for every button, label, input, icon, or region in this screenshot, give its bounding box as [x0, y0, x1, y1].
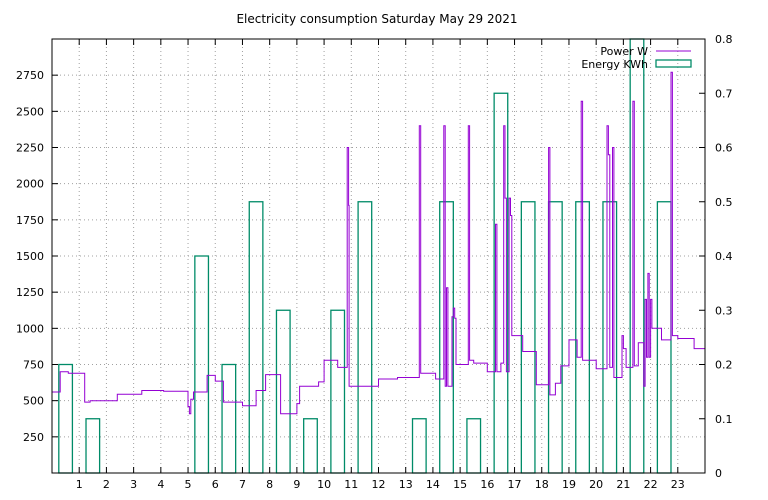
x-tick-label: 12 [372, 478, 386, 491]
x-tick-label: 15 [453, 478, 467, 491]
y-axis-right: 0 0.1 0.2 0.3 0.4 0.5 0.6 0.7 0.8 [699, 33, 733, 480]
y2-tick-label: 0.6 [715, 142, 733, 155]
energy-bar [303, 418, 318, 474]
energy-bar [58, 363, 74, 474]
x-tick-label: 18 [535, 478, 549, 491]
chart-title: Electricity consumption Saturday May 29 … [236, 12, 517, 26]
x-tick-label: 22 [644, 478, 658, 491]
energy-bar [330, 309, 346, 474]
x-tick-label: 4 [157, 478, 164, 491]
energy-bar [411, 418, 427, 474]
x-tick-label: 7 [239, 478, 246, 491]
x-tick-label: 9 [293, 478, 300, 491]
grid [52, 39, 705, 473]
x-tick-label: 23 [671, 478, 685, 491]
legend-label-energy: Energy KWh [581, 58, 648, 71]
y-tick-label: 250 [23, 431, 44, 444]
legend-label-power: Power W [600, 45, 648, 58]
y-tick-label: 1250 [16, 286, 44, 299]
y-tick-label: 2250 [16, 142, 44, 155]
x-tick-label: 10 [317, 478, 331, 491]
y2-tick-label: 0.2 [715, 359, 733, 372]
y2-tick-label: 0.8 [715, 33, 733, 46]
x-tick-label: 11 [344, 478, 358, 491]
x-tick-label: 19 [562, 478, 576, 491]
y2-tick-label: 0.5 [715, 196, 733, 209]
x-tick-label: 1 [76, 478, 83, 491]
power-line [52, 71, 705, 415]
legend: Power W Energy KWh [581, 45, 692, 71]
y2-tick-label: 0.4 [715, 250, 733, 263]
y-tick-label: 2000 [16, 178, 44, 191]
legend-swatch-energy [655, 59, 692, 68]
energy-bar [493, 92, 509, 474]
energy-bar [466, 418, 482, 474]
energy-bar [357, 201, 373, 474]
energy-bar [221, 363, 237, 474]
x-tick-label: 14 [426, 478, 440, 491]
x-tick-label: 17 [508, 478, 522, 491]
energy-bar [656, 201, 672, 474]
x-tick-label: 6 [212, 478, 219, 491]
x-tick-label: 16 [480, 478, 494, 491]
y-tick-label: 1750 [16, 214, 44, 227]
x-tick-label: 3 [130, 478, 137, 491]
y2-tick-label: 0 [715, 467, 722, 480]
y2-tick-label: 0.7 [715, 87, 733, 100]
x-tick-label: 13 [399, 478, 413, 491]
y2-tick-label: 0.3 [715, 304, 733, 317]
energy-bar [520, 201, 536, 474]
energy-bar [547, 201, 563, 474]
energy-bar [275, 309, 291, 474]
y2-tick-label: 0.1 [715, 413, 733, 426]
x-tick-label: 20 [589, 478, 603, 491]
x-tick-label: 21 [616, 478, 630, 491]
x-axis: 1 2 3 4 5 6 7 8 9 10 11 12 13 14 15 16 17 18 19 20 21 22 23 [76, 39, 685, 491]
y-tick-label: 750 [23, 359, 44, 372]
x-tick-label: 2 [103, 478, 110, 491]
y-tick-label: 1000 [16, 322, 44, 335]
x-tick-label: 5 [185, 478, 192, 491]
x-tick-label: 8 [266, 478, 273, 491]
power-series-line [52, 71, 705, 415]
energy-bar [248, 201, 264, 474]
y-axis-left: 250 500 750 1000 1250 1500 1750 2000 2250 2500 275… [16, 69, 58, 444]
y-tick-label: 1500 [16, 250, 44, 263]
y-tick-label: 2750 [16, 69, 44, 82]
y-tick-label: 2500 [16, 105, 44, 118]
y-tick-label: 500 [23, 395, 44, 408]
energy-bar [85, 418, 101, 474]
